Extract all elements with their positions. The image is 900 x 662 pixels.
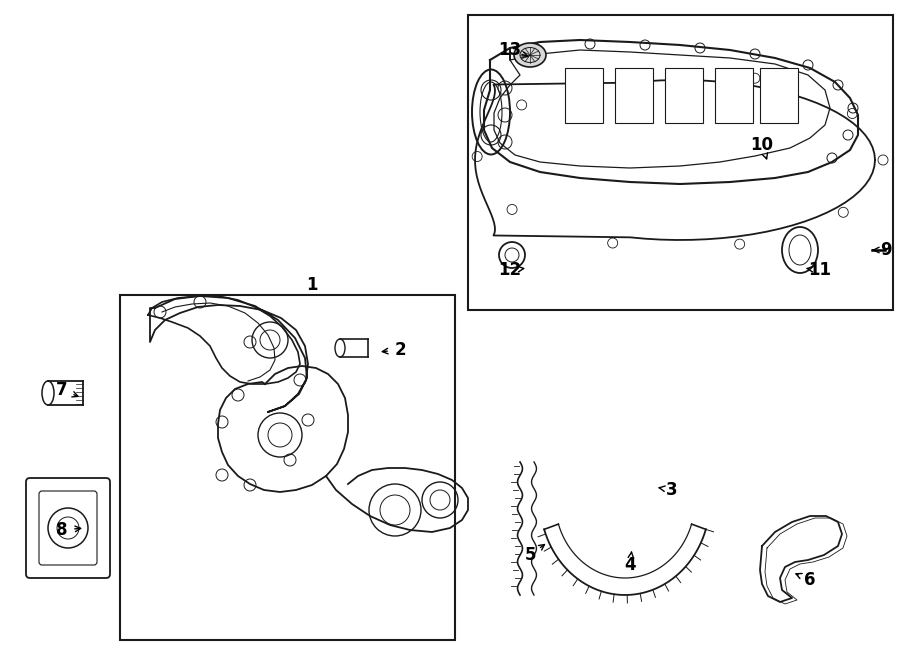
FancyBboxPatch shape — [565, 68, 603, 123]
FancyBboxPatch shape — [715, 68, 753, 123]
Text: 9: 9 — [880, 241, 892, 259]
Ellipse shape — [514, 43, 546, 67]
Text: 2: 2 — [394, 341, 406, 359]
Text: 8: 8 — [56, 521, 68, 539]
Text: 1: 1 — [306, 276, 318, 294]
FancyBboxPatch shape — [468, 15, 893, 310]
FancyBboxPatch shape — [665, 68, 703, 123]
Text: 6: 6 — [805, 571, 815, 589]
Text: 5: 5 — [524, 546, 536, 564]
Text: 13: 13 — [499, 41, 522, 59]
Text: 3: 3 — [666, 481, 678, 499]
Text: 11: 11 — [808, 261, 832, 279]
FancyBboxPatch shape — [120, 295, 455, 640]
Text: 12: 12 — [499, 261, 522, 279]
FancyBboxPatch shape — [760, 68, 798, 123]
Text: 10: 10 — [751, 136, 773, 154]
FancyBboxPatch shape — [39, 491, 97, 565]
FancyBboxPatch shape — [615, 68, 653, 123]
Text: 4: 4 — [625, 556, 635, 574]
FancyBboxPatch shape — [26, 478, 110, 578]
Text: 7: 7 — [56, 381, 68, 399]
